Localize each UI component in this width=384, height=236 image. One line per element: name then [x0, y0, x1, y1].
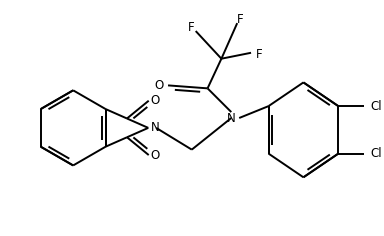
Text: Cl: Cl [370, 100, 382, 113]
Text: N: N [151, 121, 160, 134]
Text: F: F [256, 48, 262, 61]
Text: F: F [187, 21, 194, 34]
Text: F: F [237, 13, 243, 26]
Text: Cl: Cl [370, 147, 382, 160]
Text: O: O [150, 148, 159, 162]
Text: O: O [150, 94, 159, 107]
Text: N: N [227, 111, 236, 125]
Text: O: O [154, 79, 164, 92]
